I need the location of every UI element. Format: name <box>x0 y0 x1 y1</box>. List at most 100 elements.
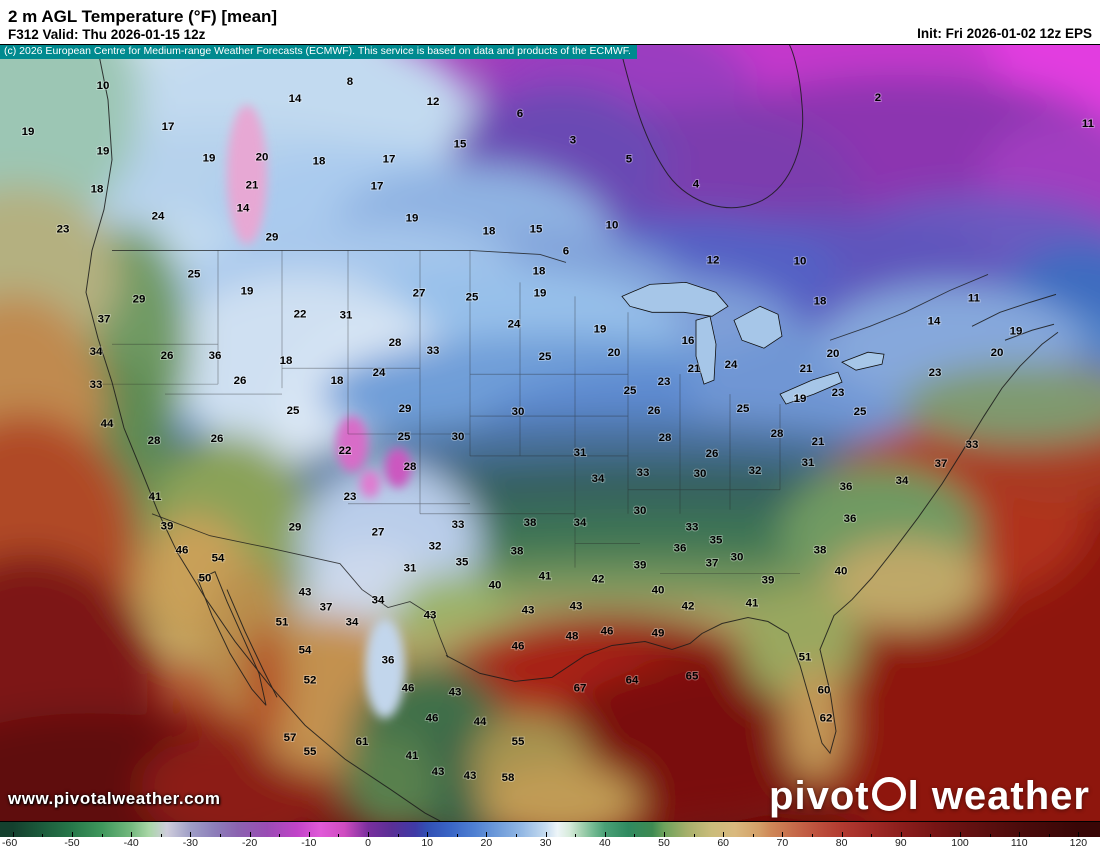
header: 2 m AGL Temperature (°F) [mean] F312 Val… <box>0 0 1100 44</box>
station-temp-label: 25 <box>188 268 201 280</box>
colorbar-gradient <box>0 822 1100 837</box>
temperature-blobs <box>0 45 1100 821</box>
great-lakes <box>621 281 885 405</box>
station-temp-label: 30 <box>452 431 465 443</box>
station-temp-label: 2 <box>875 92 881 104</box>
station-temp-label: 30 <box>512 406 525 418</box>
station-temp-label: 10 <box>794 255 807 267</box>
station-temp-label: 61 <box>356 736 369 748</box>
station-temp-label: 33 <box>427 345 440 357</box>
station-temp-label: 18 <box>91 184 104 196</box>
station-temp-label: 26 <box>706 448 719 460</box>
station-temp-label: 20 <box>608 347 621 359</box>
station-temp-label: 25 <box>466 291 479 303</box>
station-temp-label: 51 <box>276 617 289 629</box>
station-temp-label: 18 <box>313 156 326 168</box>
station-temp-label: 24 <box>152 211 165 223</box>
national-borders <box>112 250 989 658</box>
station-temp-label: 36 <box>674 543 687 555</box>
station-temp-label: 37 <box>706 558 719 570</box>
station-temp-label: 37 <box>935 458 948 470</box>
station-temp-label: 38 <box>524 517 537 529</box>
colorbar-tick-mark <box>1048 834 1050 837</box>
station-temp-label: 36 <box>209 350 222 362</box>
station-temp-label: 33 <box>637 467 650 479</box>
station-temp-label: 34 <box>90 346 103 358</box>
station-temp-label: 34 <box>372 595 385 607</box>
station-temp-label: 32 <box>429 541 442 553</box>
colorbar-tick-mark <box>723 832 725 837</box>
colorbar-tick-mark <box>1019 832 1021 837</box>
station-temp-label: 19 <box>97 146 110 158</box>
station-temp-label: 23 <box>344 491 357 503</box>
station-temp-label: 6 <box>563 245 569 257</box>
colorbar-tick-mark <box>160 834 162 837</box>
station-temp-label: 34 <box>592 473 605 485</box>
station-temp-label: 20 <box>827 348 840 360</box>
colorbar-tick-mark <box>12 832 14 837</box>
station-temp-label: 65 <box>686 670 699 682</box>
station-temp-label: 39 <box>161 521 174 533</box>
station-temp-label: 36 <box>840 481 853 493</box>
station-temp-label: 34 <box>896 475 909 487</box>
station-temp-label: 43 <box>522 605 535 617</box>
colorbar-tick-mark <box>516 834 517 837</box>
station-temp-label: 67 <box>574 682 587 694</box>
station-temp-label: 43 <box>299 587 312 599</box>
station-temp-label: 17 <box>371 181 384 193</box>
station-temp-label: 25 <box>539 351 552 363</box>
station-temp-label: 41 <box>149 491 162 503</box>
station-temp-label: 43 <box>432 766 445 778</box>
station-temp-label: 33 <box>686 522 699 534</box>
station-temp-label: 23 <box>658 376 671 388</box>
station-temp-label: 32 <box>749 465 762 477</box>
station-temp-label: 28 <box>771 428 784 440</box>
colorbar-tick-mark <box>220 834 221 837</box>
station-temp-label: 16 <box>682 335 695 347</box>
colorbar-tick-label: -10 <box>301 837 317 849</box>
colorbar-tick-mark <box>486 832 488 837</box>
colorbar-tick-mark <box>1078 832 1080 837</box>
colorbar-tick-label: -60 <box>2 837 18 849</box>
station-temp-label: 46 <box>426 712 439 724</box>
colorbar-tick-label: -20 <box>242 837 258 849</box>
station-temp-label: 42 <box>682 601 695 613</box>
station-temp-label: 18 <box>331 375 344 387</box>
station-temp-label: 51 <box>799 651 812 663</box>
cold-pocket-blobs <box>227 104 411 719</box>
station-temp-label: 19 <box>241 285 254 297</box>
colorbar-tick-label: 20 <box>480 837 493 849</box>
station-temp-label: 44 <box>101 418 114 430</box>
station-temp-label: 28 <box>389 337 402 349</box>
station-temp-label: 18 <box>483 226 496 238</box>
colorbar-tick-mark <box>101 834 103 837</box>
colorbar-tick-mark <box>397 834 399 837</box>
colorbar-tick-mark <box>456 834 458 837</box>
station-temp-label: 19 <box>22 126 35 138</box>
station-temp-label: 41 <box>406 750 419 762</box>
station-temp-label: 52 <box>304 674 317 686</box>
station-temp-label: 26 <box>648 405 661 417</box>
station-temp-label: 46 <box>512 640 525 652</box>
station-temp-label: 28 <box>148 435 161 447</box>
map-title: 2 m AGL Temperature (°F) [mean] <box>8 6 278 26</box>
station-temp-label: 21 <box>688 363 701 375</box>
station-temp-label: 33 <box>452 519 465 531</box>
station-temp-label: 18 <box>280 355 293 367</box>
colorbar-tick-mark <box>604 832 606 837</box>
colorbar-tick-label: 60 <box>717 837 730 849</box>
station-temp-label: 24 <box>725 359 738 371</box>
station-temp-label: 64 <box>626 674 639 686</box>
pivotal-weather-logo: pivot l weather <box>769 774 1090 819</box>
station-temp-label: 11 <box>968 292 981 304</box>
colorbar-tick-mark <box>131 832 133 837</box>
colorbar-tick-mark <box>72 832 73 837</box>
colorbar-tick-label: 0 <box>365 837 371 849</box>
colorbar-tick-mark <box>782 832 784 837</box>
station-temp-label: 25 <box>398 431 411 443</box>
station-temp-label: 60 <box>818 684 831 696</box>
station-temp-label: 26 <box>234 375 247 387</box>
colorbar-tick-mark <box>900 832 902 837</box>
